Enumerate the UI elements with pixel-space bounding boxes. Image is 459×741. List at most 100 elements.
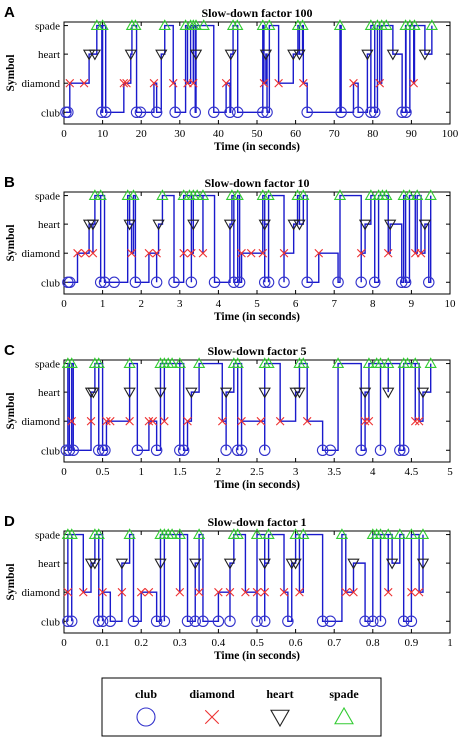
y-tick-label: heart <box>38 219 60 231</box>
club-marker <box>332 276 344 289</box>
club-marker <box>367 615 379 628</box>
club-marker <box>405 615 418 628</box>
club-marker <box>301 106 313 119</box>
spade-marker <box>297 357 310 369</box>
club-marker <box>220 444 232 457</box>
diamond-marker <box>375 78 385 88</box>
diamond-marker <box>102 416 111 426</box>
diamond-marker <box>237 248 246 258</box>
club-marker <box>258 615 271 628</box>
heart-marker <box>259 49 273 61</box>
spade-marker <box>374 357 387 369</box>
plot-area <box>63 191 451 295</box>
diamond-marker <box>252 587 262 597</box>
diamond-marker <box>189 78 198 88</box>
club-marker <box>212 615 225 628</box>
spade-marker <box>173 357 186 369</box>
club-marker <box>228 276 240 289</box>
diamond-marker <box>175 587 185 597</box>
diamond-marker <box>383 587 393 597</box>
club-marker <box>130 106 143 119</box>
spade-marker <box>424 357 437 369</box>
y-tick-label: spade <box>35 359 60 371</box>
club-marker <box>174 444 186 457</box>
club-marker <box>168 276 180 289</box>
diamond-marker <box>246 248 256 258</box>
x-tick-label: 1 <box>138 466 144 478</box>
x-tick-label: 5 <box>254 298 260 310</box>
spade-marker <box>411 189 424 201</box>
club-marker <box>208 276 221 289</box>
diamond-marker <box>341 587 351 597</box>
heart-marker <box>189 49 203 61</box>
spade-marker <box>333 189 347 201</box>
panel-title: Slow-down factor 100 <box>201 6 312 20</box>
spade-marker <box>393 528 406 540</box>
club-marker <box>189 615 201 628</box>
diamond-marker <box>117 587 127 597</box>
x-tick-label: 0.8 <box>366 637 380 649</box>
x-tick-label: 4 <box>370 466 376 478</box>
diamond-marker <box>183 416 192 426</box>
y-tick-label: club <box>41 445 60 457</box>
heart-marker <box>219 387 233 399</box>
spade-marker <box>335 528 349 540</box>
spade-marker <box>65 528 78 540</box>
panel-title: Slow-down factor 10 <box>204 176 309 190</box>
spade-marker <box>296 19 309 31</box>
y-tick-label: club <box>41 107 60 119</box>
club-marker <box>399 276 412 289</box>
diamond-marker <box>127 248 136 258</box>
diamond-marker <box>410 416 420 426</box>
heart-marker <box>154 387 167 399</box>
heart-marker <box>187 219 200 231</box>
club-marker <box>359 615 371 628</box>
x-tick-label: 70 <box>329 128 341 140</box>
y-tick-label: heart <box>38 387 60 399</box>
diamond-marker <box>86 416 96 426</box>
heart-marker <box>223 219 237 231</box>
diamond-marker <box>356 248 366 258</box>
y-tick-label: club <box>41 277 60 289</box>
heart-marker <box>293 49 306 61</box>
club-marker <box>395 276 408 289</box>
diamond-marker <box>136 587 146 597</box>
club-marker <box>94 276 107 289</box>
heart-marker <box>223 558 237 570</box>
legend: club diamond heart spade <box>101 677 382 737</box>
diamond-marker <box>98 587 107 597</box>
club-marker <box>316 615 329 628</box>
diamond-marker <box>214 587 223 597</box>
spade-marker <box>165 357 179 369</box>
diamond-marker <box>65 78 75 88</box>
spade-marker <box>382 528 395 540</box>
y-tick-label: heart <box>38 558 60 570</box>
diamond-marker <box>416 248 426 258</box>
spade-marker <box>401 357 414 369</box>
spade-marker <box>123 357 136 369</box>
x-tick-label: 4 <box>216 298 222 310</box>
spade-marker <box>403 189 416 201</box>
plot-area <box>63 359 451 463</box>
club-marker <box>134 106 147 119</box>
diamond-marker <box>198 248 208 258</box>
diamond-marker <box>67 416 77 426</box>
diamond-marker <box>144 416 154 426</box>
spade-marker <box>424 189 437 201</box>
spade-marker <box>173 528 186 540</box>
club-marker <box>301 276 313 289</box>
x-axis-label: Time (in seconds) <box>214 141 300 153</box>
y-tick-label: spade <box>35 191 60 203</box>
legend-label-spade: spade <box>329 687 359 701</box>
spade-marker <box>380 19 393 31</box>
spade-marker <box>374 528 387 540</box>
x-tick-label: 2.5 <box>250 466 264 478</box>
club-marker <box>261 106 273 119</box>
club-marker <box>127 615 140 628</box>
y-axis-label: Symbol <box>5 392 17 429</box>
club-marker <box>62 106 74 119</box>
diamond-marker <box>409 78 419 88</box>
heart-marker <box>88 49 102 61</box>
panel-A: A Slow-down factor 100 0 10 20 30 40 50 60 70 80 90… <box>4 4 459 153</box>
diamond-marker <box>73 248 82 258</box>
